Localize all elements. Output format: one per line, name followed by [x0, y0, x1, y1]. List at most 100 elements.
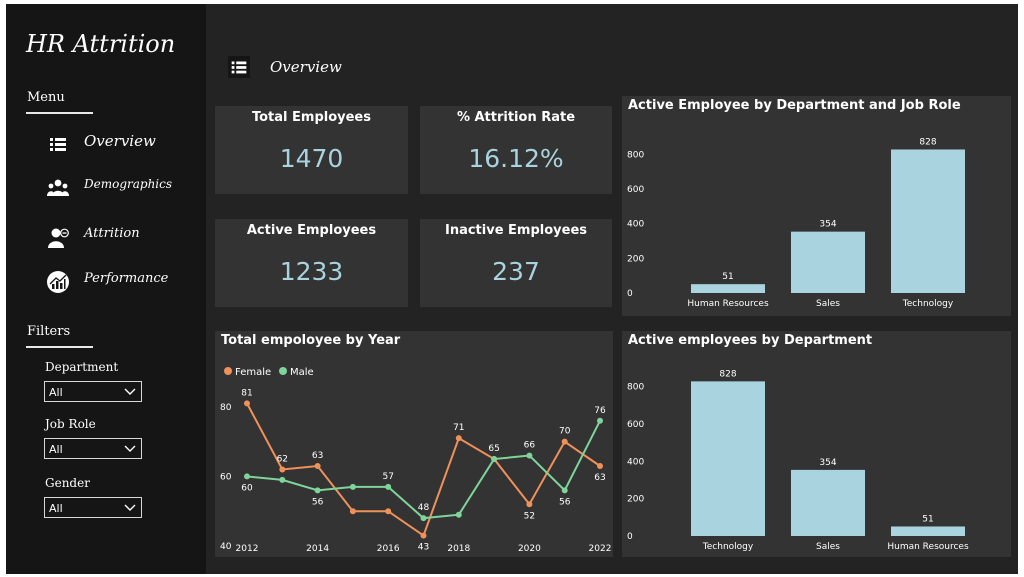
data-point [561, 438, 568, 445]
y-tick-label: 200 [627, 495, 644, 505]
gender-filter-select[interactable]: All [44, 497, 142, 518]
data-point [349, 508, 356, 515]
kpi-card-total-employees: Total Employees 1470 [215, 106, 408, 194]
gender-filter-value: All [49, 502, 63, 515]
data-label: 70 [559, 427, 571, 437]
nav-performance-label: Performance [84, 271, 169, 286]
y-tick-label: 600 [627, 185, 644, 195]
data-label: 62 [277, 454, 288, 464]
chart-title: Active Employee by Department and Job Ro… [628, 98, 961, 113]
bar [891, 526, 965, 536]
data-label: 43 [418, 543, 429, 553]
performance-chart-icon [47, 271, 69, 293]
y-tick-label: 40 [220, 542, 232, 552]
data-label: 63 [312, 451, 323, 461]
list-icon[interactable] [228, 56, 250, 78]
y-tick-label: 0 [627, 289, 633, 299]
filters-label: Filters [27, 324, 71, 339]
chevron-down-icon [124, 445, 136, 452]
data-point [244, 400, 250, 407]
menu-divider [26, 112, 93, 114]
data-label: 66 [524, 441, 536, 451]
kpi-card-attrition-rate: % Attrition Rate 16.12% [420, 106, 612, 194]
y-tick-label: 200 [627, 254, 644, 264]
x-tick-label: Human Resources [687, 299, 769, 309]
data-label: 81 [241, 388, 252, 398]
data-point [279, 466, 286, 473]
chevron-down-icon [124, 388, 136, 395]
data-point [491, 456, 498, 463]
x-tick-label: 2016 [377, 544, 400, 554]
department-filter-value: All [49, 386, 63, 399]
data-point [597, 417, 603, 424]
nav-performance[interactable]: Performance [42, 266, 202, 296]
data-label: 828 [719, 369, 736, 379]
legend-marker [224, 367, 232, 375]
x-tick-label: Technology [902, 299, 954, 309]
data-point [244, 473, 250, 480]
y-tick-label: 800 [627, 383, 644, 393]
job-role-filter-value: All [49, 443, 63, 456]
nav-attrition[interactable]: Attrition [42, 221, 202, 251]
department-filter-select[interactable]: All [44, 381, 142, 402]
data-label: 63 [594, 473, 605, 483]
data-label: 51 [722, 272, 733, 282]
chart-title: Active employees by Department [628, 333, 873, 348]
gender-filter-label: Gender [45, 476, 90, 490]
data-label: 76 [594, 406, 606, 416]
data-point [314, 487, 321, 494]
y-tick-label: 0 [627, 532, 633, 542]
kpi-value: 1470 [279, 144, 344, 173]
job-role-filter-label: Job Role [45, 417, 96, 431]
bar [891, 149, 965, 293]
data-label: 354 [819, 458, 836, 468]
chart-active-by-dept-jobrole: Active Employee by Department and Job Ro… [622, 96, 1011, 316]
user-remove-icon [48, 228, 69, 248]
data-label: 60 [241, 483, 253, 493]
y-tick-label: 60 [220, 472, 232, 482]
kpi-label: % Attrition Rate [456, 110, 576, 125]
data-label: 57 [382, 472, 393, 482]
kpi-card-active-employees: Active Employees 1233 [215, 219, 408, 307]
y-tick-label: 80 [220, 403, 232, 413]
y-tick-label: 600 [627, 420, 644, 430]
data-point [455, 511, 462, 518]
bar-chart-svg: 0 200 400 600 800 51 Human Resources 354 Sales 82… [627, 137, 965, 309]
data-point [279, 476, 286, 483]
bar [691, 381, 765, 536]
bar [791, 469, 865, 536]
data-label: 48 [418, 503, 430, 513]
menu-label: Menu [27, 90, 65, 105]
x-tick-label: 2018 [447, 544, 470, 554]
kpi-value: 1233 [279, 257, 344, 286]
department-filter-label: Department [45, 360, 119, 374]
data-point [385, 508, 392, 515]
filters-divider [26, 346, 93, 348]
job-role-filter-select[interactable]: All [44, 438, 142, 459]
chevron-down-icon [124, 504, 136, 511]
kpi-label: Inactive Employees [444, 223, 588, 238]
data-point [420, 515, 427, 522]
data-label: 51 [922, 514, 933, 524]
kpi-label: Active Employees [246, 223, 377, 238]
nav-demographics[interactable]: Demographics [42, 172, 202, 202]
people-icon [47, 179, 69, 196]
data-label: 828 [919, 137, 936, 147]
data-label: 56 [559, 497, 571, 507]
y-tick-label: 400 [627, 220, 644, 230]
data-label: 52 [524, 511, 535, 521]
chart-active-by-dept: Active employees by Department 0 200 400 60… [622, 331, 1011, 557]
x-tick-label: Technology [702, 542, 754, 552]
legend-label: Male [290, 367, 314, 378]
data-label: 56 [312, 497, 324, 507]
nav-overview[interactable]: Overview [42, 128, 202, 158]
kpi-value: 237 [492, 257, 540, 286]
x-tick-label: Human Resources [887, 542, 969, 552]
x-tick-label: Sales [816, 542, 840, 552]
legend-marker [279, 367, 287, 375]
data-point [420, 532, 427, 539]
x-tick-label: 2020 [518, 544, 541, 554]
data-point [455, 435, 462, 442]
kpi-label: Total Employees [251, 110, 371, 125]
